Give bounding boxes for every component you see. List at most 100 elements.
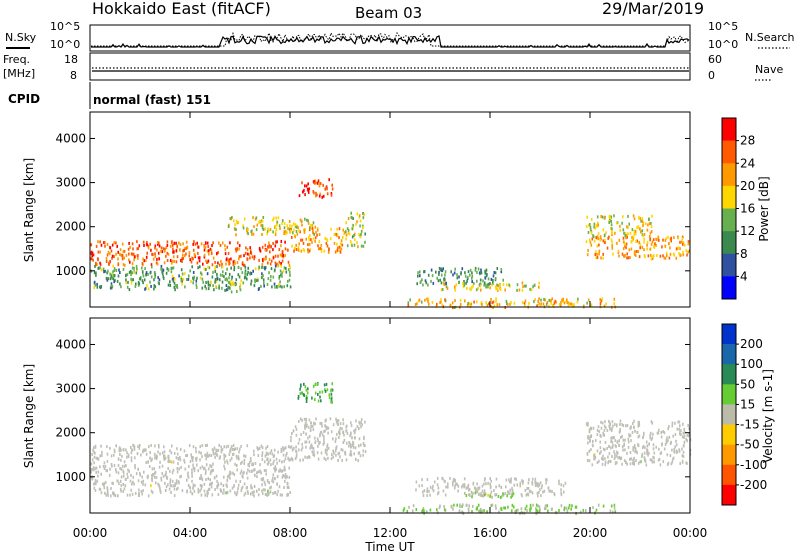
data-cell: [227, 285, 229, 289]
data-cell: [575, 505, 578, 509]
data-cell: [560, 493, 563, 497]
data-cell: [355, 222, 357, 226]
data-cell: [228, 224, 230, 228]
data-cell: [241, 261, 244, 265]
data-cell: [101, 482, 104, 486]
data-cell: [652, 443, 655, 447]
data-cell: [655, 445, 657, 449]
data-cell: [185, 246, 188, 250]
data-cell: [336, 432, 338, 436]
data-cell: [544, 298, 546, 302]
colorbar-segment: [722, 276, 736, 300]
data-cell: [495, 287, 497, 291]
data-cell: [141, 475, 143, 479]
data-cell: [276, 461, 278, 465]
data-cell: [312, 229, 314, 233]
data-cell: [319, 247, 322, 250]
data-cell: [487, 285, 489, 289]
nsearch-trace: [91, 31, 690, 47]
data-cell: [484, 493, 486, 497]
data-cell: [589, 228, 592, 232]
data-cell: [563, 301, 566, 305]
data-cell: [614, 510, 617, 514]
data-cell: [478, 271, 481, 275]
data-cell: [310, 421, 312, 425]
data-cell: [473, 282, 475, 285]
data-cell: [297, 226, 299, 230]
data-cell: [626, 252, 628, 256]
data-cell: [228, 453, 231, 456]
data-cell: [332, 437, 334, 441]
data-cell: [128, 241, 130, 245]
data-cell: [350, 216, 353, 219]
colorbar-segment: [722, 185, 736, 209]
data-cell: [191, 257, 194, 261]
data-cell: [330, 193, 333, 197]
data-cell: [564, 481, 567, 485]
data-cell: [590, 217, 593, 221]
data-cell: [250, 459, 252, 463]
data-cell: [331, 187, 334, 191]
data-cell: [521, 281, 524, 285]
data-cell: [274, 244, 277, 248]
colorbar-tick-label: 16: [740, 202, 755, 216]
data-cell: [120, 489, 122, 493]
data-cell: [200, 271, 202, 275]
data-cell: [261, 263, 264, 267]
data-cell: [599, 235, 602, 239]
data-cell: [223, 488, 225, 492]
data-cell: [145, 259, 147, 263]
velocity-cells: [90, 382, 692, 515]
data-cell: [200, 476, 202, 480]
data-cell: [187, 277, 190, 281]
data-cell: [229, 476, 231, 480]
data-cell: [425, 281, 428, 285]
data-cell: [679, 247, 681, 251]
data-cell: [288, 475, 291, 479]
data-cell: [160, 249, 162, 253]
data-cell: [186, 454, 189, 457]
data-cell: [97, 250, 100, 254]
data-cell: [97, 457, 100, 461]
data-cell: [224, 278, 227, 281]
data-cell: [208, 252, 210, 256]
data-cell: [495, 485, 497, 489]
data-cell: [590, 435, 592, 438]
data-cell: [661, 245, 663, 249]
data-cell: [93, 450, 95, 454]
data-cell: [115, 241, 117, 245]
data-cell: [463, 281, 465, 285]
data-cell: [592, 439, 594, 443]
data-cell: [99, 250, 101, 254]
data-cell: [295, 427, 298, 431]
data-cell: [337, 458, 339, 462]
data-cell: [201, 286, 204, 290]
data-cell: [283, 465, 286, 469]
data-cell: [586, 301, 588, 305]
data-cell: [598, 249, 601, 253]
data-cell: [113, 241, 116, 245]
data-cell: [194, 457, 197, 461]
data-cell: [235, 278, 238, 282]
data-cell: [265, 472, 267, 476]
data-cell: [217, 483, 220, 487]
data-cell: [153, 278, 155, 282]
data-cell: [286, 475, 288, 479]
data-cell: [548, 489, 550, 493]
data-cell: [274, 477, 276, 481]
data-cell: [246, 476, 249, 480]
data-cell: [328, 248, 330, 252]
data-cell: [225, 262, 227, 266]
data-cell: [284, 247, 287, 251]
data-cell: [142, 479, 145, 483]
data-cell: [351, 436, 353, 440]
data-cell: [109, 252, 111, 256]
data-cell: [346, 244, 349, 248]
data-cell: [538, 302, 540, 306]
data-cell: [277, 450, 279, 454]
data-cell: [266, 479, 269, 483]
data-cell: [171, 240, 173, 244]
data-cell: [159, 490, 162, 494]
data-cell: [537, 299, 539, 303]
data-cell: [228, 262, 230, 266]
